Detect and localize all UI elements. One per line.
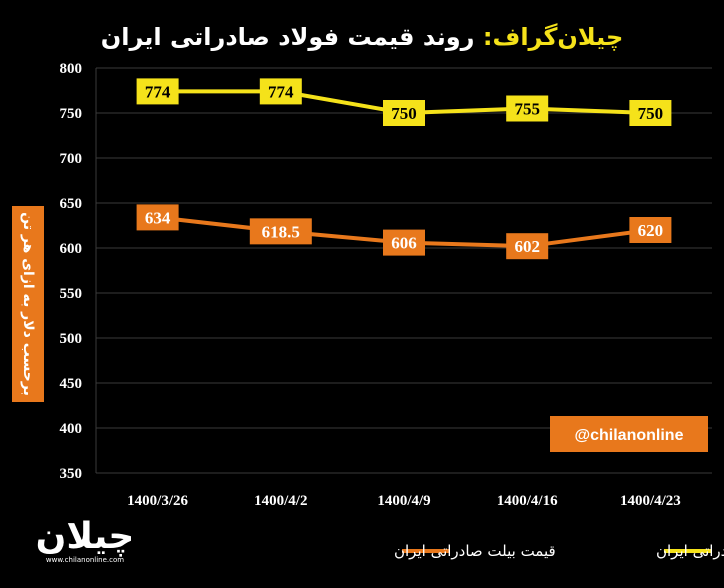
data-label-box bbox=[383, 100, 425, 126]
chart-title-brand: چیلان‌گراف: bbox=[483, 23, 623, 51]
data-label: 606 bbox=[391, 234, 417, 253]
y-tick-label: 450 bbox=[60, 376, 83, 392]
data-label: 755 bbox=[514, 100, 540, 119]
data-label-box bbox=[629, 100, 672, 126]
watermark-handle-box bbox=[550, 416, 708, 452]
brand-logo-text: چیلان bbox=[36, 516, 135, 557]
chart-title: چیلان‌گراف: روند قیمت فولاد صادراتی ایرا… bbox=[101, 23, 623, 51]
x-tick-label: 1400/4/23 bbox=[620, 493, 681, 509]
x-tick-label: 1400/4/9 bbox=[377, 493, 430, 509]
data-label-box bbox=[136, 78, 179, 105]
y-axis-label-box bbox=[12, 206, 44, 402]
y-tick-label: 500 bbox=[60, 331, 83, 347]
y-axis-label: برحسب دلار به ازای هر تن bbox=[12, 206, 44, 402]
data-label: 774 bbox=[268, 82, 294, 101]
data-label-box bbox=[383, 229, 425, 256]
y-tick-label: 700 bbox=[60, 151, 83, 167]
y-axis-ticks: 350 400 450 500 550 600 650 700 750 800 bbox=[60, 61, 83, 482]
data-label-box bbox=[259, 78, 302, 105]
x-tick-label: 1400/4/2 bbox=[254, 493, 307, 509]
x-tick-label: 1400/3/26 bbox=[127, 493, 188, 509]
data-label: 618.5 bbox=[262, 222, 300, 241]
y-tick-label: 400 bbox=[60, 421, 83, 437]
y-tick-label: 800 bbox=[60, 61, 83, 77]
data-label: 634 bbox=[145, 208, 171, 227]
y-tick-label: 550 bbox=[60, 286, 83, 302]
data-label: 750 bbox=[391, 104, 417, 123]
data-label: 774 bbox=[145, 82, 171, 101]
data-label: 750 bbox=[638, 104, 664, 123]
data-label-box bbox=[629, 217, 672, 243]
data-labels: 774 774 750 755 750 634 618.5 606 602 620 bbox=[136, 78, 672, 260]
chart-title-main: روند قیمت فولاد صادراتی ایران bbox=[101, 23, 475, 51]
data-label: 602 bbox=[514, 237, 540, 256]
legend-label-billet: قیمت بیلت صادراتی ایران bbox=[394, 542, 556, 560]
legend-label-slab: قیمت اسلب صادراتی ایران bbox=[656, 542, 724, 560]
y-tick-label: 600 bbox=[60, 241, 83, 257]
data-label-box bbox=[506, 233, 549, 260]
brand-logo: چیلان www.chilanonline.com bbox=[36, 516, 135, 564]
x-tick-label: 1400/4/16 bbox=[497, 493, 558, 509]
brand-logo-url: www.chilanonline.com bbox=[46, 556, 124, 564]
y-tick-label: 650 bbox=[60, 196, 83, 212]
watermark-handle: @chilanonline bbox=[550, 416, 708, 452]
watermark-handle-text: @chilanonline bbox=[575, 427, 684, 444]
y-axis-label-text: برحسب دلار به ازای هر تن bbox=[20, 212, 36, 396]
data-label-box bbox=[249, 218, 312, 245]
data-label: 620 bbox=[638, 221, 664, 240]
data-label-box bbox=[506, 95, 549, 122]
x-axis-ticks: 1400/3/26 1400/4/2 1400/4/9 1400/4/16 1400/4… bbox=[127, 493, 681, 509]
data-label-box bbox=[136, 204, 179, 231]
gridlines bbox=[95, 67, 712, 474]
legend: قیمت اسلب صادراتی ایران قیمت بیلت صادرات… bbox=[394, 542, 724, 560]
y-tick-label: 350 bbox=[60, 466, 83, 482]
y-tick-label: 750 bbox=[60, 106, 83, 122]
